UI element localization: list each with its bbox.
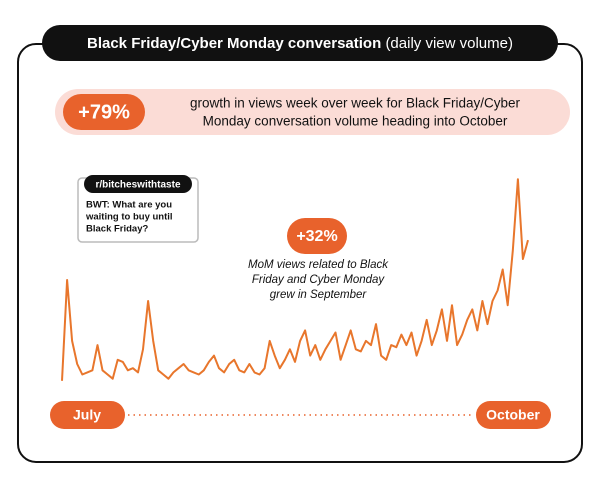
subtitle: (daily view volume) — [385, 35, 513, 52]
line — [61, 178, 529, 381]
x-label: October — [486, 407, 540, 423]
title-line: Black Friday/Cyber Monday conversation (… — [87, 35, 513, 52]
title-pill — [42, 25, 558, 61]
start-pill — [50, 401, 125, 429]
stat-banner — [55, 89, 570, 135]
x-label: July — [73, 407, 101, 423]
annotation-text: Friday and Cyber Monday — [252, 274, 386, 286]
annotation-pill — [287, 218, 347, 254]
stat-pill — [63, 94, 145, 130]
end-pill — [476, 401, 551, 429]
post-source: r/bitcheswithtaste — [95, 180, 180, 191]
headline-text: growth in views week over week for Black… — [190, 96, 521, 111]
headline-text: Monday conversation volume heading into … — [203, 114, 508, 129]
post-text: waiting to buy until — [85, 212, 173, 223]
annotation-text: MoM views related to Black — [248, 259, 389, 271]
title: Black Friday/Cyber Monday conversation — [87, 35, 381, 52]
annotation-stat: +32% — [296, 228, 337, 245]
post-text: Black Friday? — [86, 224, 148, 235]
post-header — [84, 175, 192, 193]
annotation-text: grew in September — [270, 289, 368, 301]
headline-stat: +79% — [78, 101, 130, 123]
post-text: BWT: What are you — [86, 200, 172, 211]
